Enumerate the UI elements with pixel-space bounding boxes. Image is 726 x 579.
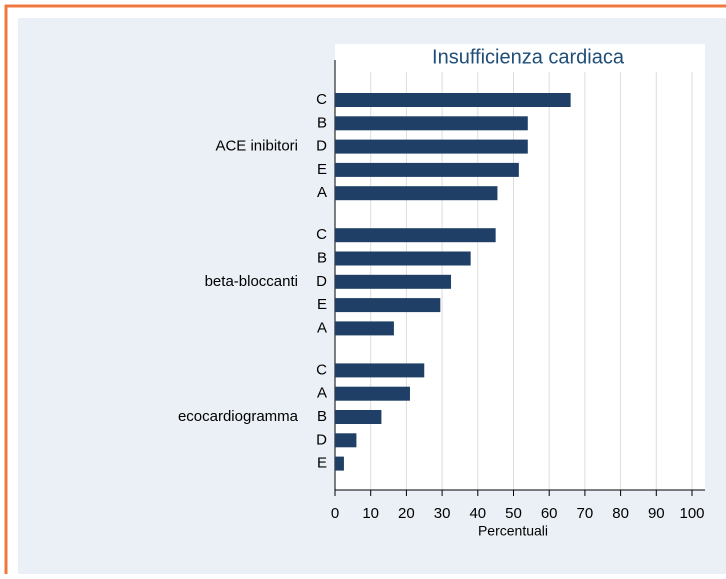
bar [335,433,357,448]
group-label: beta-bloccanti [205,273,298,290]
chart-title: Insufficienza cardiaca [432,46,625,68]
bar [335,251,471,266]
category-label: A [317,319,327,336]
category-label: D [316,431,327,448]
category-label: D [316,273,327,290]
x-tick-label: 80 [612,505,629,522]
category-label: E [317,296,327,313]
bar [335,386,410,401]
category-label: C [316,226,327,243]
plot-area [335,44,705,490]
x-tick-label: 10 [362,505,379,522]
bar [335,410,382,424]
category-label: C [316,91,327,108]
x-tick-label: 50 [505,505,522,522]
bar [335,274,452,289]
x-tick-label: 100 [679,505,704,522]
x-tick-label: 70 [577,505,594,522]
category-label: B [317,114,327,131]
bar [335,321,394,336]
bar [335,363,425,378]
bar [335,116,528,131]
bar [335,93,571,107]
category-label: B [317,408,327,425]
category-label: A [317,184,327,201]
category-label: E [317,455,327,472]
category-label: E [317,161,327,178]
bar [335,456,344,471]
group-label: ecocardiogramma [178,408,299,425]
bar [335,186,498,201]
category-label: C [316,361,327,378]
x-tick-label: 60 [541,505,558,522]
bar [335,139,528,154]
bar [335,162,519,177]
category-label: B [317,249,327,266]
x-tick-label: 20 [398,505,415,522]
x-tick-label: 0 [331,505,339,522]
group-label: ACE inibitori [215,138,298,155]
bar [335,228,496,243]
x-tick-label: 40 [469,505,486,522]
x-tick-label: 90 [648,505,665,522]
x-axis-label: Percentuali [478,523,548,539]
x-tick-label: 30 [434,505,451,522]
bar [335,298,441,313]
category-label: D [316,138,327,155]
category-label: A [317,385,327,402]
